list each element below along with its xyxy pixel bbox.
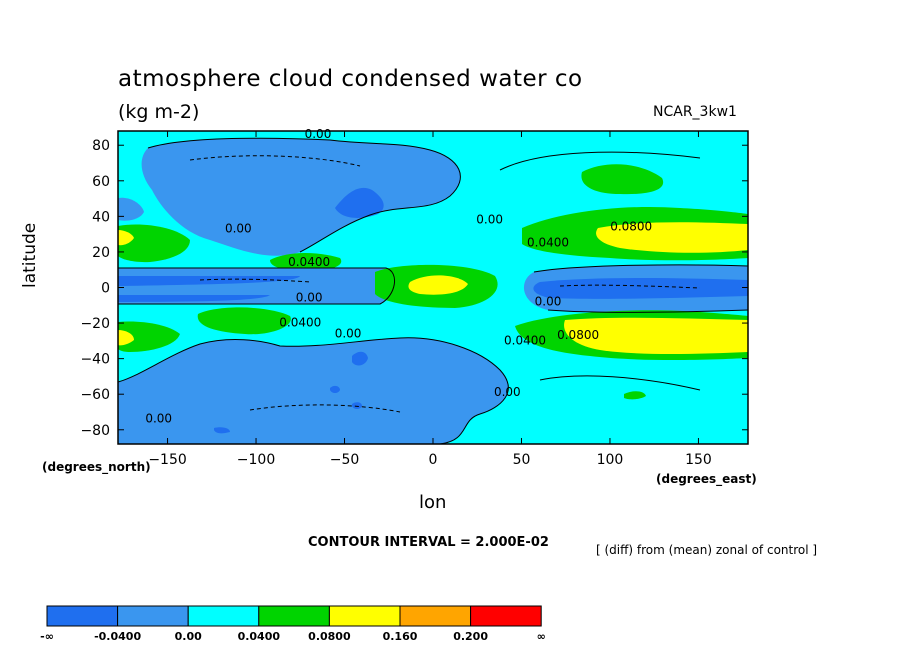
contour-label: 0.0400 bbox=[527, 236, 569, 250]
contour-line bbox=[547, 309, 748, 313]
colorbar-label: 0.00 bbox=[175, 630, 202, 643]
colorbar-label: 0.200 bbox=[453, 630, 488, 643]
colorbar-label: -0.0400 bbox=[94, 630, 141, 643]
contour-region-south-yellow-e bbox=[564, 317, 748, 354]
diff-note: [ (diff) from (mean) zonal of control ] bbox=[596, 543, 818, 557]
y-tick-label: 40 bbox=[92, 209, 110, 225]
dataset-tag: NCAR_3kw1 bbox=[653, 104, 737, 120]
colorbar-swatch bbox=[470, 605, 542, 627]
y-axis-label: latitude bbox=[20, 222, 40, 288]
contour-label: 0.00 bbox=[335, 326, 362, 340]
contour-region-north-green-m bbox=[270, 253, 342, 271]
y-tick-label: 60 bbox=[92, 174, 110, 190]
y-tick-label: −60 bbox=[80, 387, 110, 403]
contour-label: 0.00 bbox=[145, 412, 172, 426]
colorbar-label: 0.0400 bbox=[238, 630, 281, 643]
colorbar-swatch bbox=[399, 605, 472, 627]
contour-region-south-neg-c1 bbox=[352, 351, 368, 366]
contour-region-eq-yellow bbox=[408, 275, 468, 295]
contour-label: 0.00 bbox=[305, 127, 332, 141]
contour-region-south-neg bbox=[118, 337, 509, 444]
contour-line bbox=[499, 151, 701, 171]
contour-label: 0.0800 bbox=[610, 220, 652, 234]
contour-line bbox=[118, 337, 509, 444]
y-tick-label: −80 bbox=[80, 423, 110, 439]
y-axis-units: (degrees_north) bbox=[42, 460, 151, 474]
colorbar-label: 0.160 bbox=[383, 630, 418, 643]
contour-region-north-green-w bbox=[118, 224, 190, 263]
contour-line-negative bbox=[559, 284, 701, 289]
y-tick-label: 80 bbox=[92, 138, 110, 154]
contour-region-south-neg-c2 bbox=[330, 385, 340, 393]
contour-line-negative bbox=[189, 155, 361, 167]
contour-label: 0.00 bbox=[535, 294, 562, 308]
colorbar-label: 0.0800 bbox=[308, 630, 351, 643]
contour-interval: CONTOUR INTERVAL = 2.000E-02 bbox=[308, 535, 549, 550]
contour-line bbox=[118, 267, 395, 305]
colorbar-swatch bbox=[328, 605, 401, 627]
contour-region-north-yellow-w bbox=[118, 230, 134, 246]
contour-region-south-green-m bbox=[197, 307, 291, 335]
contour-region-north-neg-core bbox=[335, 187, 384, 218]
x-axis-units: (degrees_east) bbox=[656, 472, 757, 486]
x-tick-label: −50 bbox=[330, 452, 360, 468]
colorbar-label: -∞ bbox=[40, 630, 54, 643]
contour-region-south-neg-c3 bbox=[352, 402, 362, 409]
contour-region-north-green-ne bbox=[581, 164, 664, 195]
colorbar-swatch bbox=[258, 605, 330, 627]
contour-label: 0.00 bbox=[225, 221, 252, 235]
contour-region-eq-core-w1 bbox=[118, 276, 300, 286]
colorbar-swatch bbox=[187, 605, 260, 627]
contour-label: 0.0400 bbox=[288, 255, 330, 269]
contour-region-eq-core-e bbox=[533, 278, 748, 299]
contour-line bbox=[533, 264, 748, 273]
contour-label: 0.00 bbox=[296, 291, 323, 305]
chart-title: atmosphere cloud condensed water co bbox=[118, 66, 583, 92]
chart-units: (kg m-2) bbox=[118, 101, 200, 123]
contour-region-eq-core-w2 bbox=[118, 295, 270, 302]
contour-region-north-neg bbox=[141, 138, 461, 256]
contour-region-south-green-se bbox=[624, 391, 646, 400]
contour-line-negative bbox=[249, 404, 401, 413]
colorbar-swatch bbox=[117, 605, 189, 627]
x-tick-label: 0 bbox=[429, 452, 438, 468]
x-tick-label: 100 bbox=[597, 452, 624, 468]
y-tick-label: −40 bbox=[80, 352, 110, 368]
contour-label: 0.0400 bbox=[279, 316, 321, 330]
contour-region-south-neg-c4 bbox=[214, 427, 230, 434]
contour-region-north-neg-w bbox=[118, 197, 144, 221]
x-tick-label: 50 bbox=[513, 452, 531, 468]
y-tick-label: 0 bbox=[101, 281, 110, 297]
x-tick-label: −100 bbox=[237, 452, 275, 468]
contour-line bbox=[539, 375, 701, 391]
x-axis-label: lon bbox=[419, 492, 447, 513]
contour-label: 0.0400 bbox=[504, 333, 546, 347]
contour-label: 0.0800 bbox=[557, 328, 599, 342]
contour-region-south-green-w bbox=[118, 321, 180, 352]
contour-line bbox=[147, 137, 461, 253]
y-tick-label: 20 bbox=[92, 245, 110, 261]
contour-line-negative bbox=[199, 278, 311, 283]
contour-label: 0.00 bbox=[494, 385, 521, 399]
x-tick-label: −150 bbox=[148, 452, 186, 468]
colorbar-swatch bbox=[46, 605, 119, 627]
y-tick-label: −20 bbox=[80, 316, 110, 332]
contour-region-north-yellow-e bbox=[596, 222, 748, 253]
contour-region-south-yellow-w bbox=[118, 330, 134, 346]
colorbar-label: ∞ bbox=[537, 630, 546, 643]
contour-label: 0.00 bbox=[476, 212, 503, 226]
x-tick-label: 150 bbox=[685, 452, 712, 468]
